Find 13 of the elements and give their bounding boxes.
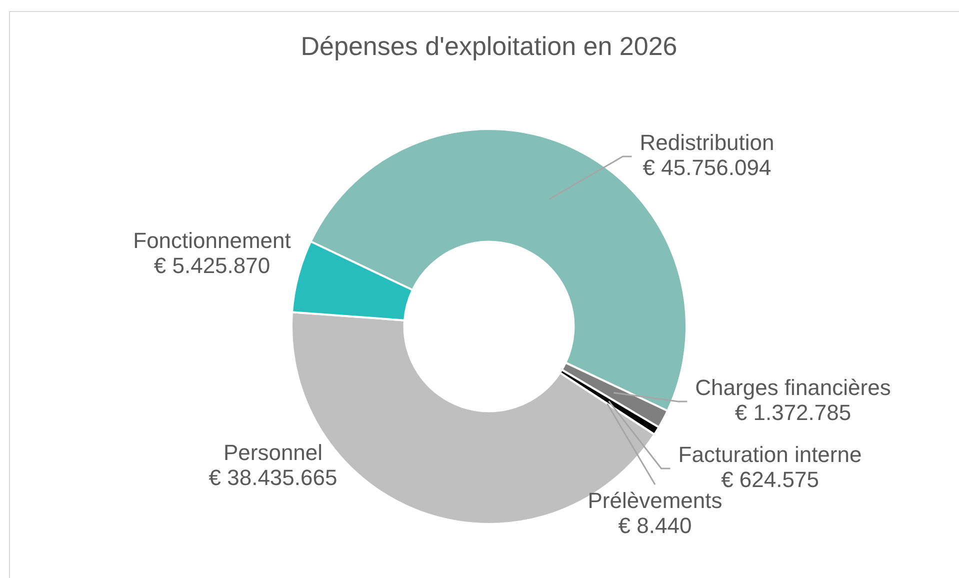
data-label: € 38.435.665 — [208, 465, 338, 490]
data-label: € 45.756.094 — [642, 155, 772, 180]
slice-label: Fonctionnement — [133, 228, 291, 254]
data-label: € 1.372.785 — [734, 400, 852, 426]
slice-label: Redistribution — [640, 130, 774, 156]
slice-label: Facturation interne — [678, 442, 862, 468]
slice-label: Personnel — [223, 440, 323, 466]
data-label: € 624.575 — [721, 467, 819, 492]
data-label: € 5.425.870 — [154, 253, 270, 278]
slice-label: Prélèvements — [588, 488, 722, 514]
slice-label: Charges financières — [695, 375, 891, 400]
chart-title: Dépenses d'exploitation en 2026 — [300, 31, 678, 62]
data-label: € 8.440 — [618, 513, 692, 538]
